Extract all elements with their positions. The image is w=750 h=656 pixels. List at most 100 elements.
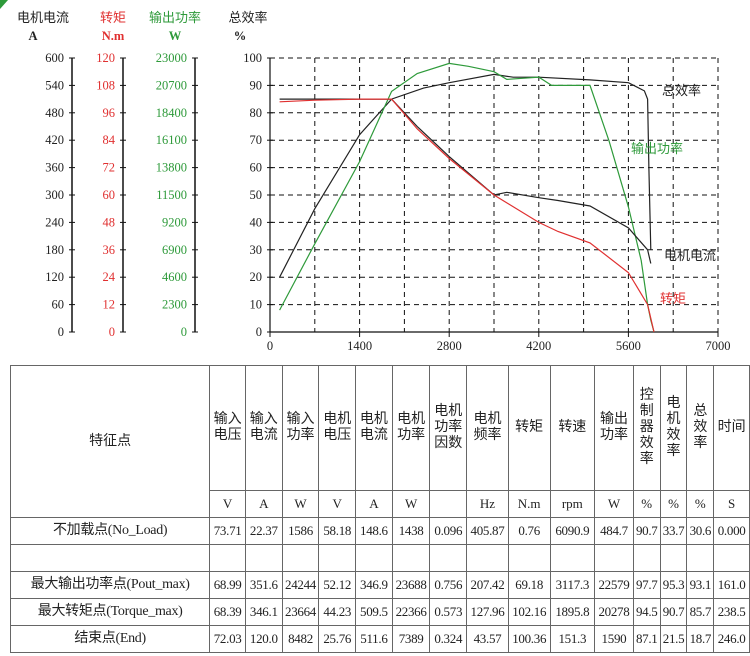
value-cell: 22366 [391, 598, 431, 626]
value-cell: 52.12 [318, 571, 357, 599]
unit-cell: V [318, 490, 357, 518]
axis-tick-label: 4600 [162, 270, 187, 284]
value-cell: 90.7 [659, 598, 688, 626]
value-cell: 151.3 [549, 625, 596, 653]
unit-cell: W [594, 490, 634, 518]
axis-tick-label: 20 [250, 270, 263, 284]
axis-tick-label: 120 [96, 51, 115, 65]
value-cell: 30.6 [686, 517, 715, 545]
column-header: 时间 [713, 365, 750, 491]
value-cell: 97.7 [632, 571, 661, 599]
value-cell: 346.9 [355, 571, 393, 599]
axis-tick-label: 60 [250, 161, 263, 175]
value-cell: 23688 [391, 571, 431, 599]
unit-cell: W [391, 490, 431, 518]
header-row: 特征点 输入电压 输入电流 输入功率 电机电压 电机电流 电机功率 电机功率因数 电机频率 转矩转… [9, 365, 750, 518]
value-cell: 127.96 [466, 598, 509, 626]
axis-title: 总效率 [228, 10, 267, 26]
value-cell: 3117.3 [549, 571, 596, 599]
x-tick-label: 5600 [616, 339, 641, 353]
value-cell: 511.6 [355, 625, 393, 653]
column-header: 转矩 [507, 365, 551, 491]
axis-tick-label: 30 [250, 243, 263, 257]
value-cell: 22.37 [244, 517, 283, 545]
value-cell: 484.7 [594, 517, 634, 545]
value-cell: 207.42 [466, 571, 509, 599]
value-cell [507, 544, 551, 572]
axis-tick-label: 0 [58, 325, 64, 339]
value-cell [659, 544, 688, 572]
column-header: 电机频率 [466, 365, 509, 491]
row-label: 最大输出功率点(Pout_max) [9, 571, 211, 599]
value-cell [713, 544, 750, 572]
axis-tick-label: 96 [103, 106, 116, 120]
value-cell: 25.76 [318, 625, 357, 653]
series-line-2 [279, 98, 652, 264]
axis-tick-label: 0 [181, 325, 187, 339]
axis-tick-label: 300 [45, 188, 64, 202]
value-cell: 22579 [594, 571, 634, 599]
table-row: 最大转矩点(Torque_max) 68.39 346.1 23664 44.23 509… [9, 598, 750, 626]
column-header: 电机电压 [318, 365, 357, 491]
value-cell: 1590 [594, 625, 634, 653]
axis-tick-label: 100 [243, 51, 262, 65]
value-cell: 20278 [594, 598, 634, 626]
axis-title: 转矩 [100, 11, 126, 26]
value-cell: 23664 [281, 598, 320, 626]
value-cell: 0.76 [507, 517, 551, 545]
axis-title: 电机电流 [17, 11, 69, 26]
x-tick-label: 7000 [706, 339, 731, 353]
axis-tick-label: 120 [45, 270, 64, 284]
unit-cell: S [713, 490, 750, 518]
value-cell: 18.7 [686, 625, 715, 653]
value-cell: 100.36 [507, 625, 551, 653]
series-label: 输出功率 [631, 141, 683, 157]
value-cell: 68.39 [209, 598, 246, 626]
characteristic-points-table: 特征点 输入电压 输入电流 输入功率 电机电压 电机电流 电机功率 电机功率因数 电机频率 转矩转… [9, 365, 750, 653]
series-line-3 [279, 98, 655, 333]
unit-cell: rpm [549, 490, 596, 518]
value-cell [391, 544, 431, 572]
x-tick-label: 4200 [526, 339, 551, 353]
value-cell [318, 544, 357, 572]
axis-tick-label: 90 [250, 78, 263, 92]
column-header: 电机效率 [659, 365, 688, 491]
value-cell: 148.6 [355, 517, 393, 545]
axis-tick-label: 360 [45, 161, 64, 175]
value-cell: 72.03 [209, 625, 246, 653]
axis-tick-label: 48 [103, 215, 116, 229]
value-cell: 0.756 [429, 571, 468, 599]
x-tick-label: 2800 [437, 339, 462, 353]
axis-tick-label: 540 [45, 78, 64, 92]
value-cell: 24244 [281, 571, 320, 599]
axis-tick-label: 40 [250, 215, 263, 229]
axis-tick-label: 9200 [162, 215, 187, 229]
value-cell: 44.23 [318, 598, 357, 626]
axis-unit: W [169, 29, 182, 43]
series-label: 总效率 [662, 83, 701, 99]
value-cell: 405.87 [466, 517, 509, 545]
value-cell [686, 544, 715, 572]
value-cell: 102.16 [507, 598, 551, 626]
axis-tick-label: 600 [45, 51, 64, 65]
value-cell: 8482 [281, 625, 320, 653]
performance-chart: 0 1400 2800 4200 5600 7000电机电流A60054048042036… [0, 0, 731, 353]
value-cell: 43.57 [466, 625, 509, 653]
axis-unit: A [28, 29, 37, 43]
axis-tick-label: 12 [103, 298, 116, 312]
table-row: 结束点(End) 72.03 120.0 8482 25.76 511.6 7389 0.32… [9, 625, 750, 653]
value-cell: 509.5 [355, 598, 393, 626]
series-label: 电机电流 [664, 249, 716, 264]
value-cell: 69.18 [507, 571, 551, 599]
value-cell: 85.7 [686, 598, 715, 626]
value-cell: 87.1 [632, 625, 661, 653]
axis-tick-label: 10 [250, 298, 263, 312]
axis-tick-label: 60 [103, 188, 116, 202]
axis-tick-label: 23000 [156, 51, 187, 65]
value-cell: 95.3 [659, 571, 688, 599]
header-label: 特征点 [9, 365, 211, 518]
row-label: 结束点(End) [9, 625, 211, 653]
value-cell: 0.573 [429, 598, 468, 626]
value-cell: 21.5 [659, 625, 688, 653]
